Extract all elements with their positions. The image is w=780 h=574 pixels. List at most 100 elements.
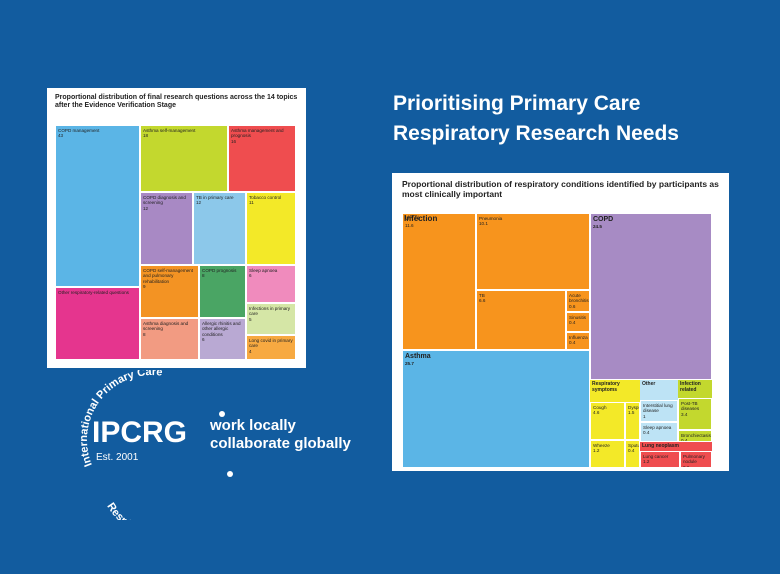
cell-value: 0.6	[683, 464, 690, 468]
cell-value: 0.4	[569, 320, 576, 326]
treemap-cell: Sleep apnoea 6	[246, 265, 296, 303]
cell-value: 0.6	[569, 303, 576, 309]
cell-label: Sputum	[628, 443, 640, 448]
treemap-cell: Acute bronchitis 0.6	[566, 290, 590, 312]
cell-value: 6	[249, 273, 252, 279]
cell-label: Dyspnoea	[628, 405, 639, 410]
group-label: Respiratory symptoms	[592, 381, 620, 393]
group-label: Lung neoplasm	[642, 443, 679, 449]
cell-label: Pulmonary nodule	[683, 454, 705, 465]
cell-label: Asthma diagnosis and screening	[143, 321, 189, 332]
group-label: Infection	[404, 214, 438, 223]
treemap-cell: URTI 11.6	[402, 213, 476, 350]
cell-value: 25.7	[405, 361, 414, 367]
chart-title: Proportional distribution of final resea…	[55, 94, 298, 110]
treemap-cell: Asthma diagnosis and screening 8	[140, 318, 199, 360]
treemap-cell: Sinusitis 0.4	[566, 312, 590, 332]
treemap-cell: Sputum0.4	[625, 440, 640, 468]
cell-label: COPD prognosis	[202, 268, 237, 273]
cell-label: TB in primary care	[196, 195, 234, 200]
treemap-cell: COPD management 43	[55, 125, 140, 287]
cell-label: Influenza	[569, 335, 588, 340]
cell-label: URTI	[405, 216, 419, 222]
cell-value: 12	[143, 205, 149, 211]
treemap-cell: Tobacco control 11	[246, 192, 296, 265]
cell-label: Interstitial lung disease	[643, 403, 673, 414]
cell-value: 10.1	[479, 221, 488, 227]
cell-value: 1.2	[593, 448, 600, 454]
heading-line: Prioritising Primary Care	[393, 92, 641, 115]
treemap-cell: Pneumonia 10.1	[476, 213, 590, 290]
cell-value: 5	[249, 316, 252, 322]
cell-label: Sinusitis	[569, 315, 587, 320]
logo-dot	[227, 471, 233, 477]
cell-value: 0.4	[628, 448, 635, 454]
treemap-cell: Allergic rhinitis and other allergic con…	[199, 318, 246, 360]
cell-label: COPD management	[58, 128, 100, 133]
heading: Prioritising Primary Care Respiratory Re…	[393, 89, 763, 149]
cell-label: COPD self-management and pulmonary rehab…	[143, 268, 194, 284]
treemap-cell: Interstitial lung disease 1	[640, 400, 678, 422]
cell-label: Bronchiectasis	[681, 433, 711, 438]
cell-value: 11.6	[405, 222, 414, 228]
tagline: work locally	[209, 417, 297, 434]
cell-label: Allergic rhinitis and other allergic con…	[202, 321, 241, 337]
cell-value: 24.5	[593, 224, 602, 230]
cell-label: Sleep apnoea	[643, 425, 672, 430]
treemap-cell: Dyspnoea1.5	[625, 402, 640, 440]
cell-value: 3.4	[681, 411, 688, 417]
cell-value: 8	[202, 273, 205, 279]
cell-value: 4.6	[593, 410, 600, 416]
treemap-cell: Post-TB diseases 3.4	[678, 398, 712, 430]
cell-value: 0.4	[681, 438, 688, 442]
cell-value: 11	[249, 200, 254, 206]
treemap-cell: TB in primary care 12	[193, 192, 246, 265]
cell-label: Sleep apnoea	[249, 268, 278, 273]
cell-value: 0.4	[569, 340, 576, 346]
cell-value: 4	[249, 348, 252, 354]
cell-label: Other respiratory-related questions	[58, 290, 129, 295]
treemap-cell: Asthma management and prognosis 16	[228, 125, 296, 192]
cell-value: 18	[143, 133, 149, 139]
group-label: Infection related	[680, 381, 701, 393]
treemap-cell: Other respiratory-related questions	[55, 287, 140, 360]
group-label: Other	[642, 381, 656, 387]
cell-label: COPD	[593, 216, 614, 223]
treemap-cell: COPD 24.5	[590, 213, 712, 380]
cell-value: 1.2	[643, 459, 650, 465]
cell-label: Asthma self-management	[143, 128, 196, 133]
cell-label: Lung cancer	[643, 454, 669, 459]
cell-label: Wheeze	[593, 443, 610, 448]
treemap-cell: COPD prognosis 8	[199, 265, 246, 318]
cell-value: 9	[143, 283, 146, 289]
heading-line: Respiratory Research Needs	[393, 122, 679, 145]
treemap-cell: Cough 4.6	[590, 402, 625, 440]
treemap-cell: Infections in primary care 5	[246, 303, 296, 335]
cell-label: Post-TB diseases	[681, 401, 700, 412]
cell-value: 12	[196, 200, 202, 206]
tagline: collaborate globally	[210, 435, 352, 452]
treemap-cell: COPD self-management and pulmonary rehab…	[140, 265, 199, 318]
treemap-cell: Sleep apnoea 0.4	[640, 422, 678, 442]
cell-value: 6.6	[479, 298, 486, 304]
treemap-cell: COPD diagnosis and screening 12	[140, 192, 193, 265]
treemap-cell: Lung cancer 1.2	[640, 451, 680, 468]
cell-label: COPD diagnosis and screening	[143, 195, 186, 206]
cell-label: Acute bronchitis	[569, 293, 589, 304]
logo-est: Est. 2001	[96, 452, 139, 463]
cell-value: 43	[58, 133, 64, 139]
logo: International Primary Care Respiratory G…	[78, 370, 352, 520]
cell-value: 0.4	[643, 430, 650, 436]
treemap-cell: Influenza 0.4	[566, 332, 590, 350]
treemap-cell: Long covid in primary care 4	[246, 335, 296, 360]
logo-acronym: IPCRG	[92, 416, 187, 449]
cell-label: Tobacco control	[249, 195, 282, 200]
cell-label: Long covid in primary care	[249, 338, 293, 349]
cell-value: 1	[643, 413, 646, 419]
cell-value: 8	[143, 331, 146, 337]
treemap-cell: Asthma 25.7	[402, 350, 590, 468]
cell-value: 6	[202, 336, 205, 342]
cell-label: Asthma	[405, 353, 431, 360]
treemap-cell: Asthma self-management 18	[140, 125, 228, 192]
